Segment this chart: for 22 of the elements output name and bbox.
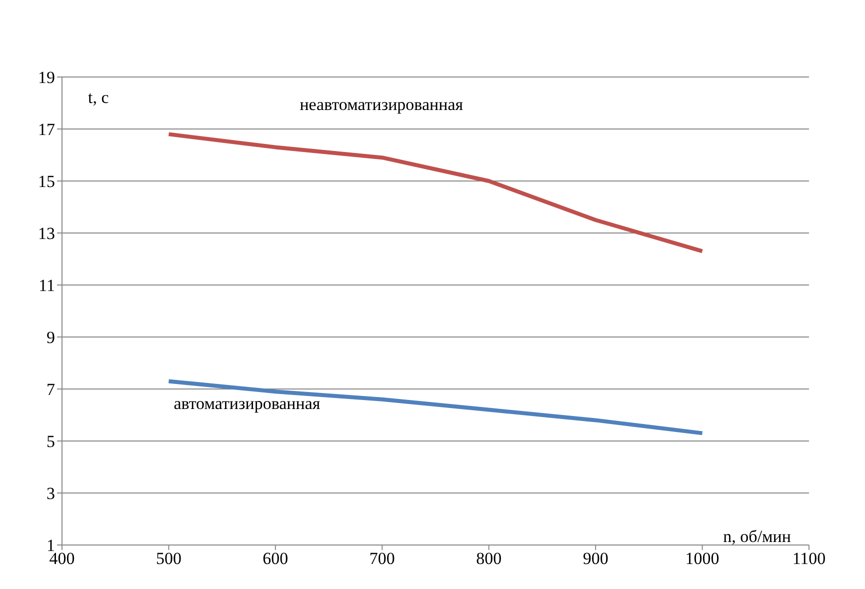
- x-tick-label: 1100: [792, 549, 826, 568]
- x-tick-label: 900: [582, 549, 608, 568]
- x-tick-label: 500: [156, 549, 182, 568]
- line-series: [166, 379, 704, 436]
- line-series: [166, 132, 704, 254]
- y-tick-label: 5: [46, 432, 55, 452]
- x-tick-label: 800: [476, 549, 502, 568]
- y-tick-label: 9: [46, 328, 55, 348]
- y-tick-label: 19: [38, 68, 55, 88]
- x-axis-title: n, об/мин: [723, 527, 791, 546]
- y-axis-title: t, с: [88, 88, 110, 107]
- y-tick-label: 7: [46, 380, 56, 400]
- x-tick-label: 700: [369, 549, 395, 568]
- y-tick-label: 15: [38, 172, 55, 192]
- y-tick-label: 13: [38, 224, 55, 244]
- x-tick-label: 1000: [685, 549, 720, 568]
- y-tick-label: 17: [38, 120, 56, 140]
- x-tick-label: 600: [262, 549, 288, 568]
- y-tick-label: 11: [38, 276, 55, 296]
- y-tick-label: 3: [46, 484, 55, 504]
- series-label: автоматизированная: [174, 394, 320, 414]
- text: неавтоматизированная: [300, 95, 464, 114]
